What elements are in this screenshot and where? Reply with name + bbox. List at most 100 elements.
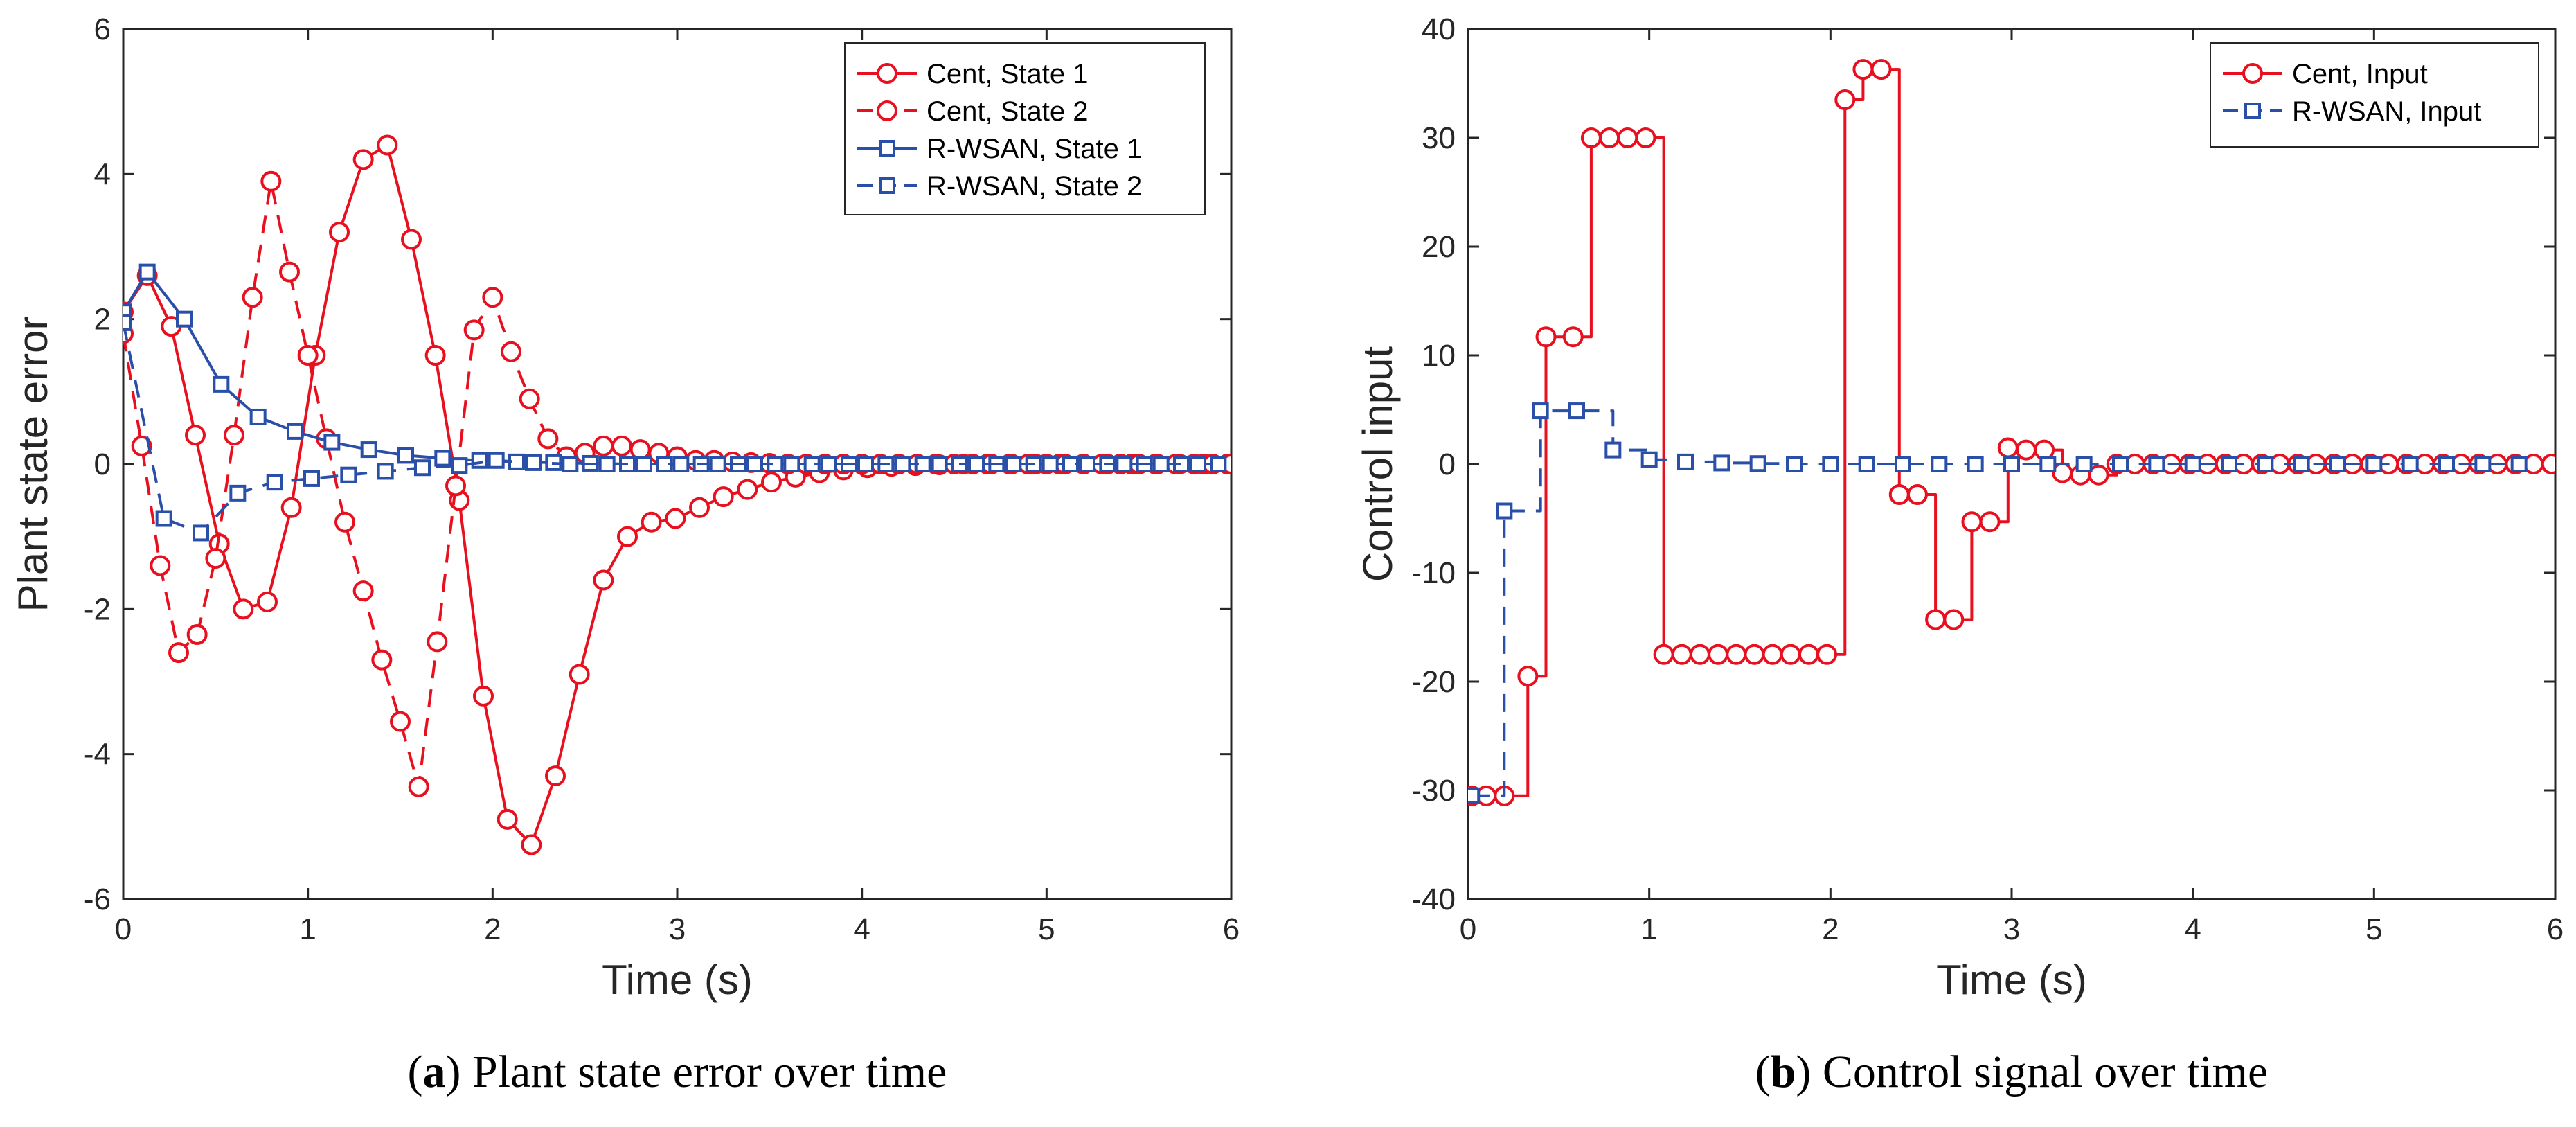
data-point — [2257, 456, 2274, 472]
data-point — [641, 511, 662, 533]
data-point — [2148, 456, 2165, 472]
data-point — [1895, 456, 1911, 472]
data-point — [1568, 402, 1585, 420]
data-point — [1749, 455, 1766, 472]
data-point — [593, 435, 614, 456]
data-point — [1604, 441, 1622, 459]
data-point — [2474, 456, 2492, 472]
data-point — [279, 261, 300, 283]
y-tick-label: 6 — [94, 12, 111, 46]
data-point — [1943, 609, 1965, 630]
data-point — [2438, 456, 2455, 472]
data-point — [617, 526, 638, 547]
y-tick-label: 30 — [1422, 121, 1456, 155]
data-point — [1580, 127, 1602, 148]
data-point — [352, 580, 374, 602]
data-point — [783, 456, 800, 472]
data-point — [1726, 644, 1747, 665]
data-point — [611, 435, 632, 456]
data-point — [1496, 502, 1513, 520]
data-point — [176, 310, 193, 328]
x-tick-label: 5 — [1038, 912, 1055, 946]
data-point — [360, 441, 377, 459]
data-point — [1190, 456, 1206, 472]
data-point — [377, 134, 398, 156]
x-tick-label: 2 — [484, 912, 501, 946]
data-point — [297, 345, 319, 366]
data-point — [1997, 437, 2019, 459]
data-point — [2112, 456, 2129, 472]
data-point — [569, 664, 590, 685]
data-point — [186, 623, 208, 645]
legend-marker — [879, 140, 895, 157]
data-point — [249, 408, 267, 425]
data-point — [340, 466, 357, 483]
data-point — [257, 591, 278, 612]
data-point — [521, 834, 542, 855]
data-point — [1780, 644, 1801, 665]
y-axis-label-a: Plant state error — [10, 317, 56, 612]
data-point — [213, 375, 230, 393]
data-point — [1152, 456, 1170, 472]
data-point — [329, 222, 350, 243]
data-point — [2365, 456, 2383, 472]
data-point — [1822, 456, 1839, 472]
y-tick-label: 40 — [1422, 12, 1456, 46]
data-point — [2510, 456, 2528, 472]
data-point — [1979, 511, 2001, 533]
x-tick-label: 1 — [299, 912, 316, 946]
data-point — [857, 456, 874, 472]
data-point — [2541, 454, 2555, 474]
data-point — [1689, 644, 1710, 665]
data-point — [408, 776, 429, 797]
legend-label: Cent, Input — [2292, 59, 2428, 89]
data-point — [2003, 456, 2020, 472]
x-axis-label-a: Time (s) — [602, 957, 753, 1003]
series-line-r-wsan-input — [1472, 409, 2527, 797]
data-point — [761, 472, 782, 493]
data-point — [150, 555, 171, 576]
y-ticks-b: -40 -30 -20 -10 0 10 20 30 40 — [1411, 12, 2555, 916]
y-tick-label: 20 — [1422, 230, 1456, 264]
chart-panel-b: 0 1 2 3 4 5 6 -40 -30 -20 -10 0 10 20 30 40 Time (s) C… — [1354, 12, 2564, 1003]
legend-marker — [2244, 103, 2261, 119]
data-point — [1653, 644, 1674, 665]
data-point — [1906, 483, 1928, 505]
data-point — [242, 287, 263, 308]
data-point — [737, 479, 758, 500]
data-point — [2293, 456, 2310, 472]
legend-label: R-WSAN, Input — [2292, 96, 2481, 127]
data-point — [323, 434, 341, 451]
data-point — [1870, 59, 1892, 80]
data-point — [2075, 456, 2093, 472]
data-point — [1786, 456, 1803, 472]
data-point — [1816, 644, 1838, 665]
data-point — [473, 685, 494, 707]
series-group-a — [123, 134, 1231, 855]
legend-marker — [879, 177, 895, 194]
data-point — [131, 435, 152, 456]
x-tick-label: 3 — [669, 912, 686, 946]
data-point — [672, 456, 690, 472]
x-tick-label: 3 — [2003, 912, 2020, 946]
data-point — [155, 510, 172, 527]
y-tick-label: 0 — [94, 447, 111, 481]
data-point — [746, 456, 763, 472]
data-point — [287, 423, 303, 440]
data-point — [1116, 456, 1133, 472]
y-tick-label: -6 — [84, 882, 111, 916]
data-point — [689, 497, 710, 518]
caption-letter-a: a — [422, 1047, 446, 1097]
data-point — [1079, 456, 1095, 472]
data-point — [224, 425, 244, 446]
legend-marker — [877, 63, 897, 84]
data-point — [2221, 456, 2237, 472]
data-point — [233, 598, 254, 620]
data-point — [931, 456, 948, 472]
data-point — [1744, 644, 1765, 665]
data-point — [709, 456, 726, 472]
y-tick-label: 0 — [1439, 447, 1456, 481]
data-point — [598, 456, 616, 472]
y-tick-label: 10 — [1422, 339, 1456, 373]
